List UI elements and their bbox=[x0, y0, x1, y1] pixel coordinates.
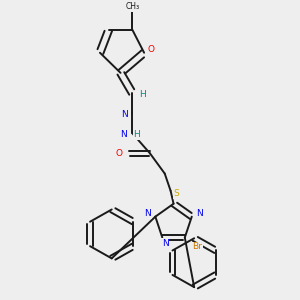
Text: O: O bbox=[148, 45, 155, 54]
Text: Br: Br bbox=[192, 242, 202, 251]
Text: N: N bbox=[120, 130, 127, 139]
Text: H: H bbox=[139, 90, 146, 99]
Text: N: N bbox=[162, 239, 169, 248]
Text: N: N bbox=[196, 209, 202, 218]
Text: CH₃: CH₃ bbox=[125, 2, 140, 11]
Text: H: H bbox=[134, 130, 140, 139]
Text: N: N bbox=[122, 110, 128, 119]
Text: S: S bbox=[174, 189, 179, 198]
Text: N: N bbox=[145, 209, 152, 218]
Text: O: O bbox=[116, 149, 123, 158]
